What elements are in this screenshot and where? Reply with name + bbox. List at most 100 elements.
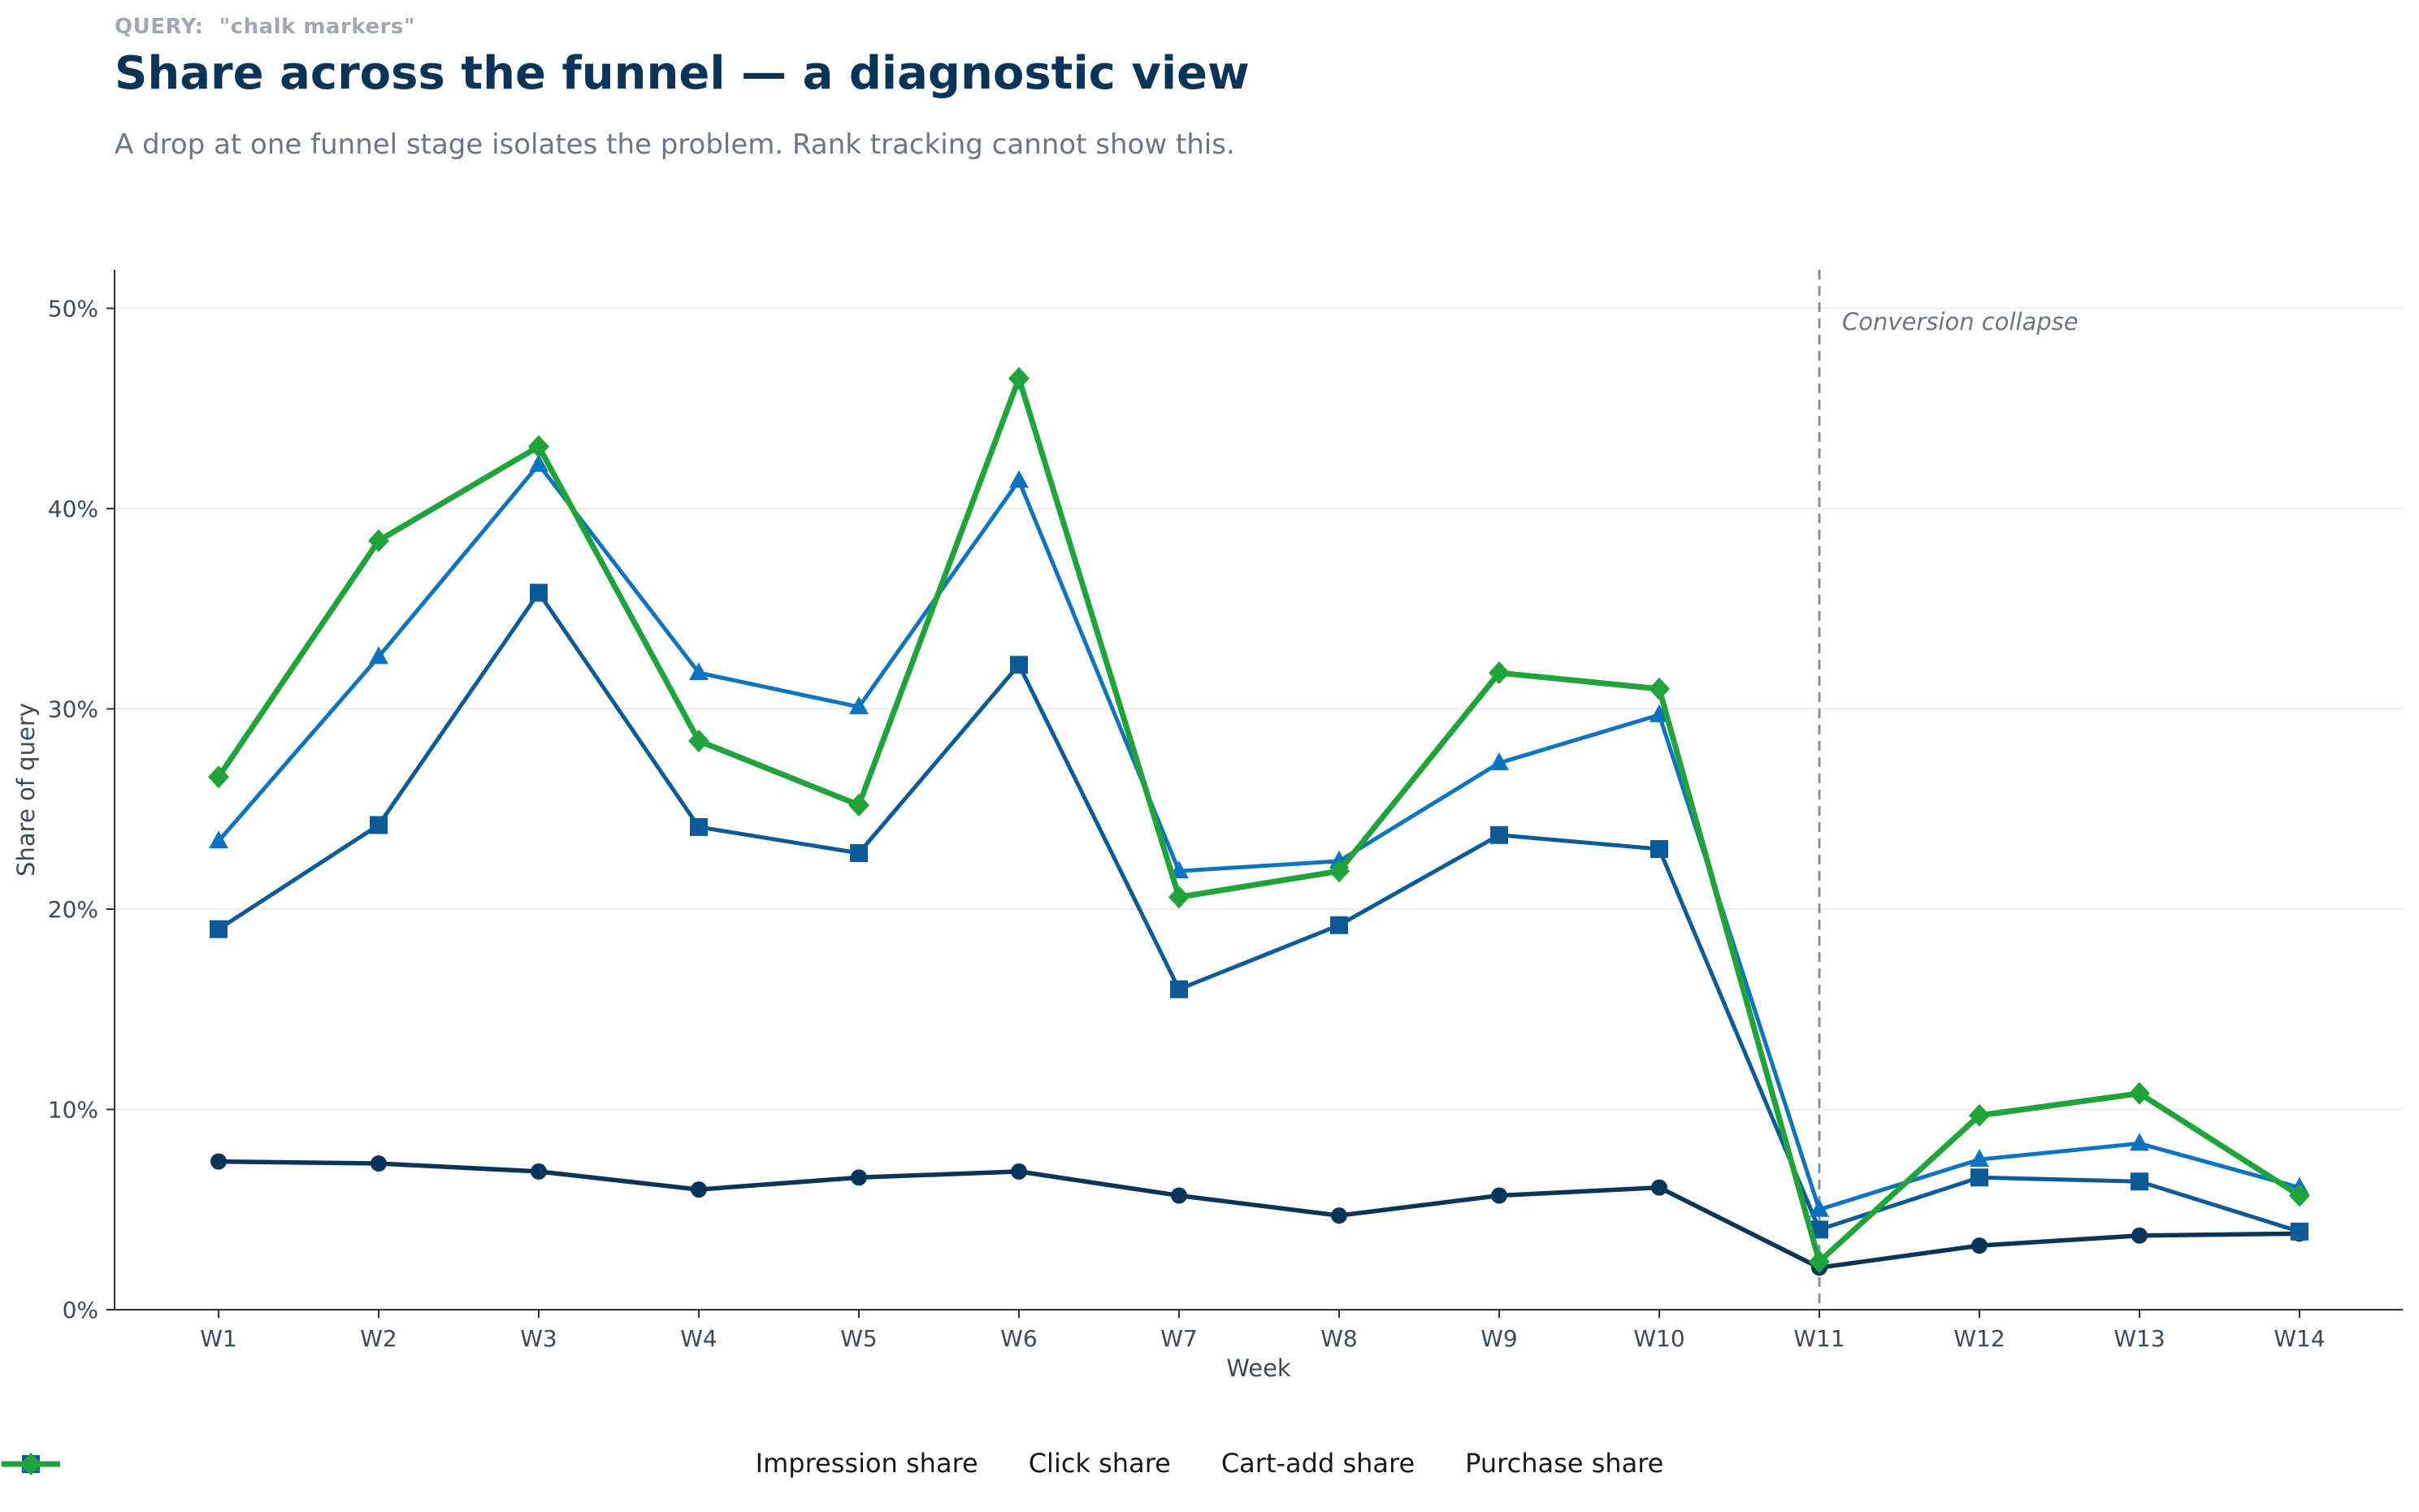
- purchase-share-point: [1489, 661, 1510, 685]
- impression-share-point: [531, 1163, 547, 1180]
- click-share-point: [530, 583, 548, 602]
- x-axis-label: Week: [1226, 1354, 1291, 1382]
- x-tick-label: W9: [1480, 1325, 1518, 1352]
- impression-share-point: [210, 1153, 227, 1170]
- gridlines: [115, 307, 2403, 1111]
- impression-share-point: [1971, 1237, 1988, 1254]
- impression-share-point: [1491, 1187, 1507, 1204]
- purchase-share-point: [688, 729, 709, 752]
- y-tick-label: 0%: [63, 1297, 98, 1324]
- impression-share-point: [691, 1181, 707, 1198]
- conversion-collapse-label: Conversion collapse: [1842, 308, 2079, 336]
- y-tick-label: 50%: [48, 296, 98, 323]
- click-share-point: [1970, 1168, 1988, 1187]
- click-share-point: [1170, 980, 1188, 999]
- cart-add-share-point: [1009, 470, 1029, 488]
- click-share-point: [2131, 1172, 2148, 1191]
- legend-item-click-share: Click share: [2, 1448, 1171, 1479]
- purchase-share-point: [368, 529, 389, 552]
- cart-add-share-point: [1970, 1149, 1989, 1168]
- query-value: "chalk markers": [219, 15, 415, 39]
- cart-add-share-point: [2130, 1133, 2149, 1151]
- impression-share-point: [1331, 1207, 1347, 1224]
- x-tick-label: W8: [1320, 1325, 1358, 1352]
- cart-add-share-line: [217, 462, 2300, 1212]
- cart-add-share-point: [369, 646, 388, 665]
- cart-add-share-point: [1650, 704, 1669, 722]
- y-tick-label: 30%: [48, 696, 98, 723]
- axis-ticks: 0% 10% 20% 30% 40% 50% W1 W2 W3 W4 W5 W6 W7 W8 W9 W10 W1…: [48, 296, 2326, 1353]
- y-tick-label: 40%: [48, 496, 98, 522]
- x-tick-label: W7: [1160, 1325, 1198, 1352]
- legend-swatch-marker: [20, 1453, 41, 1475]
- click-share-line: [217, 591, 2300, 1234]
- annotation-layer: Conversion collapse: [1818, 270, 2079, 1310]
- query-label: QUERY: "chalk markers": [115, 15, 415, 39]
- purchase-share-point: [848, 793, 869, 817]
- cart-add-share-point: [1810, 1198, 1829, 1217]
- impression-share-point: [1171, 1187, 1187, 1204]
- y-tick-label: 10%: [48, 1097, 98, 1124]
- cart-add-share-point: [209, 830, 228, 849]
- chart-subtitle: A drop at one funnel stage isolates the …: [115, 128, 1235, 161]
- click-share-point: [1490, 825, 1508, 844]
- legend-label: Cart-add share: [1220, 1448, 1415, 1479]
- click-share-point: [1010, 656, 1028, 674]
- series-purchase-share: [208, 366, 2310, 1273]
- purchase-share-point: [1969, 1103, 1990, 1127]
- x-tick-label: W1: [200, 1325, 237, 1352]
- purchase-share-point: [1168, 886, 1190, 909]
- click-share-point: [2291, 1222, 2308, 1241]
- series-layer: [208, 366, 2310, 1276]
- cart-add-share-point: [849, 696, 869, 715]
- chart-legend: Impression share Click share Cart-add shar…: [0, 1448, 2419, 1479]
- impression-share-point: [1011, 1163, 1027, 1180]
- legend-swatch: [2, 1453, 60, 1475]
- click-share-point: [370, 816, 388, 834]
- click-share-point: [210, 920, 228, 938]
- legend-item-impression-share: Impression share: [2, 1448, 978, 1479]
- series-impression-share: [210, 1153, 2308, 1276]
- series-cart-add-share: [209, 453, 2309, 1217]
- click-share-point: [1330, 916, 1348, 934]
- impression-share-point: [371, 1155, 387, 1172]
- click-share-point: [1650, 840, 1668, 859]
- x-tick-label: W12: [1953, 1325, 2005, 1352]
- click-share-point: [1810, 1220, 1828, 1239]
- purchase-share-point: [208, 765, 229, 789]
- purchase-share-line: [216, 375, 2301, 1265]
- cart-add-share-point: [1489, 752, 1509, 771]
- y-tick-label: 20%: [48, 896, 98, 923]
- purchase-share-point: [2129, 1081, 2150, 1105]
- x-tick-label: W3: [520, 1325, 557, 1352]
- purchase-share-point: [528, 435, 549, 458]
- click-share-point: [690, 817, 708, 836]
- purchase-share-point: [1008, 366, 1030, 390]
- legend-label: Purchase share: [1465, 1448, 1664, 1479]
- x-tick-label: W4: [680, 1325, 717, 1352]
- purchase-share-point: [1809, 1250, 1830, 1273]
- impression-share-line: [218, 1159, 2300, 1270]
- x-tick-label: W10: [1633, 1325, 1684, 1352]
- click-share-point: [850, 843, 868, 862]
- query-prefix: QUERY:: [115, 15, 204, 39]
- series-click-share: [210, 583, 2308, 1241]
- x-tick-label: W2: [360, 1325, 397, 1352]
- purchase-share-point: [2289, 1184, 2310, 1207]
- legend-item-purchase-share: Purchase share: [2, 1448, 1664, 1479]
- purchase-share-point: [1649, 677, 1670, 700]
- cart-add-share-point: [529, 453, 548, 472]
- purchase-share-point: [1329, 860, 1350, 883]
- impression-share-point: [2131, 1227, 2148, 1244]
- impression-share-point: [851, 1169, 867, 1186]
- legend-label: Impression share: [755, 1448, 978, 1479]
- x-tick-label: W14: [2274, 1325, 2325, 1352]
- chart-title: Share across the funnel — a diagnostic v…: [115, 47, 1250, 100]
- x-tick-label: W13: [2113, 1325, 2165, 1352]
- x-tick-label: W6: [1000, 1325, 1038, 1352]
- x-tick-label: W5: [840, 1325, 878, 1352]
- x-tick-label: W11: [1793, 1325, 1845, 1352]
- legend-label: Click share: [1028, 1448, 1171, 1479]
- legend-item-cart-add-share: Cart-add share: [2, 1448, 1415, 1479]
